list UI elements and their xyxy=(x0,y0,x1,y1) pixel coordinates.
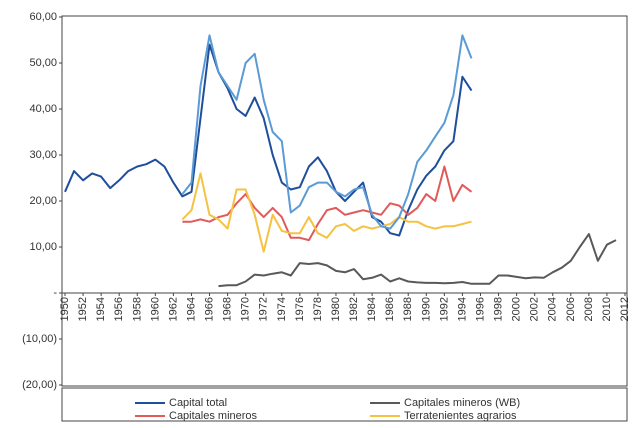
y-tick-label: 50,00 xyxy=(29,57,57,69)
x-tick-label: 1962 xyxy=(167,297,179,321)
x-tick-label: 1978 xyxy=(312,297,324,321)
x-tick-label: 1994 xyxy=(456,297,468,321)
y-tick-label: 60,00 xyxy=(29,11,57,23)
y-tick-label: 20,00 xyxy=(29,195,57,207)
y-tick-label: (20,00) xyxy=(22,379,57,391)
x-tick-label: 1954 xyxy=(95,297,107,321)
x-tick-label: 1976 xyxy=(294,297,306,321)
x-tick-label: 2012 xyxy=(619,297,631,321)
x-tick-label: 1950 xyxy=(59,297,71,321)
x-tick-label: 2010 xyxy=(601,297,613,321)
x-tick-label: 1960 xyxy=(149,297,161,321)
x-tick-label: 1972 xyxy=(258,297,270,321)
legend-frame xyxy=(61,387,628,422)
y-tick-label: (10,00) xyxy=(22,333,57,345)
series-line xyxy=(181,34,473,230)
x-tick-label: 1966 xyxy=(204,297,216,321)
x-tick-label: 1992 xyxy=(438,297,450,321)
x-tick-label: 2006 xyxy=(565,297,577,321)
y-tick-label: - xyxy=(53,287,57,299)
x-tick-label: 2000 xyxy=(511,297,523,321)
series-line xyxy=(181,172,472,253)
x-tick-label: 1980 xyxy=(330,297,342,321)
x-tick-label: 1986 xyxy=(384,297,396,321)
series-line xyxy=(182,165,473,242)
legend-label: Capitales mineros (WB) xyxy=(404,397,520,409)
x-tick-label: 1996 xyxy=(474,297,486,321)
series-line xyxy=(64,43,473,237)
x-tick-label: 1974 xyxy=(276,297,288,321)
x-tick-label: 2008 xyxy=(583,297,595,321)
x-tick-label: 2004 xyxy=(547,297,559,321)
y-tick-label: 10,00 xyxy=(29,241,57,253)
x-tick-label: 1964 xyxy=(185,297,197,321)
x-tick-label: 1988 xyxy=(402,297,414,321)
x-tick-label: 2002 xyxy=(529,297,541,321)
legend-label: Capitales mineros xyxy=(169,410,258,422)
x-tick-label: 1952 xyxy=(77,297,89,321)
x-tick-label: 1998 xyxy=(493,297,505,321)
y-tick-label: 30,00 xyxy=(29,149,57,161)
x-tick-label: 1958 xyxy=(131,297,143,321)
x-tick-label: 1990 xyxy=(420,297,432,321)
x-tick-label: 1970 xyxy=(240,297,252,321)
x-tick-label: 1982 xyxy=(348,297,360,321)
x-tick-label: 1984 xyxy=(366,297,378,321)
x-tick-label: 1968 xyxy=(222,297,234,321)
legend-label: Terratenientes agrarios xyxy=(404,410,517,422)
x-tick-label: 1956 xyxy=(113,297,125,321)
y-tick-label: 40,00 xyxy=(29,103,57,115)
series-line xyxy=(218,233,617,288)
legend-label: Capital total xyxy=(169,397,227,409)
